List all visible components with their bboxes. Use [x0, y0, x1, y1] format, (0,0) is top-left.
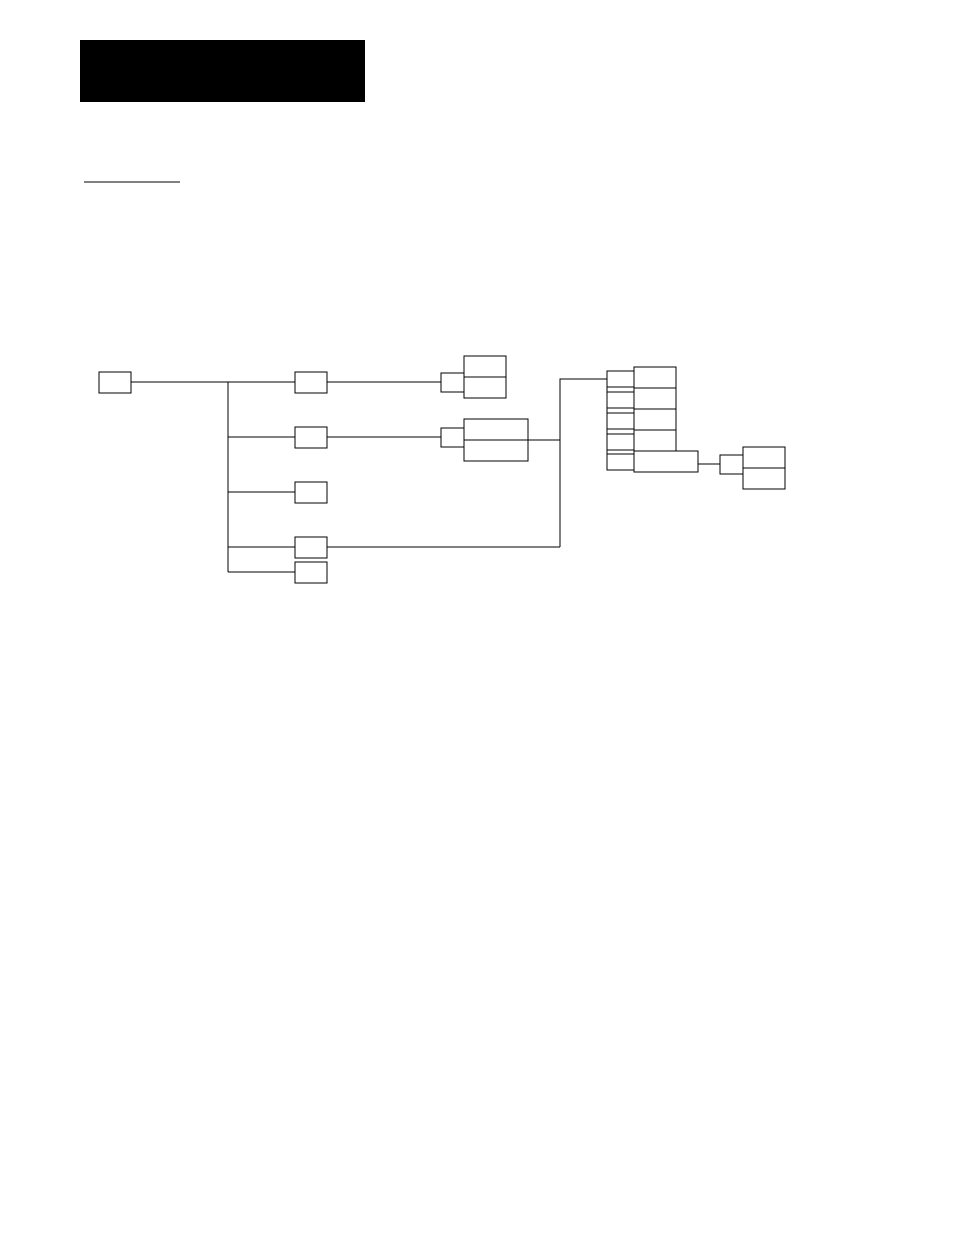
node-r4 — [634, 430, 676, 451]
node-r5s — [607, 454, 634, 470]
node-c1b — [464, 377, 506, 398]
node-root — [99, 372, 131, 393]
node-c2t — [464, 419, 528, 440]
node-r3 — [634, 409, 676, 430]
node-r5 — [634, 451, 698, 472]
header-black-box — [80, 40, 365, 102]
node-r1 — [634, 367, 676, 388]
edge-8 — [528, 379, 607, 440]
node-et — [743, 447, 785, 468]
node-r2s — [607, 392, 634, 408]
node-s1 — [441, 373, 464, 392]
node-r4s — [607, 434, 634, 450]
node-r2 — [634, 388, 676, 409]
node-b4 — [295, 537, 327, 558]
node-b2 — [295, 427, 327, 448]
page-canvas — [0, 0, 954, 1235]
node-r3s — [607, 413, 634, 429]
node-b1 — [295, 372, 327, 393]
node-r1s — [607, 371, 634, 387]
node-s2 — [441, 428, 464, 447]
node-b5 — [295, 562, 327, 583]
node-eb — [743, 468, 785, 489]
node-e_s — [720, 455, 743, 474]
node-c1t — [464, 356, 506, 377]
node-b3 — [295, 482, 327, 503]
node-c2b — [464, 440, 528, 461]
